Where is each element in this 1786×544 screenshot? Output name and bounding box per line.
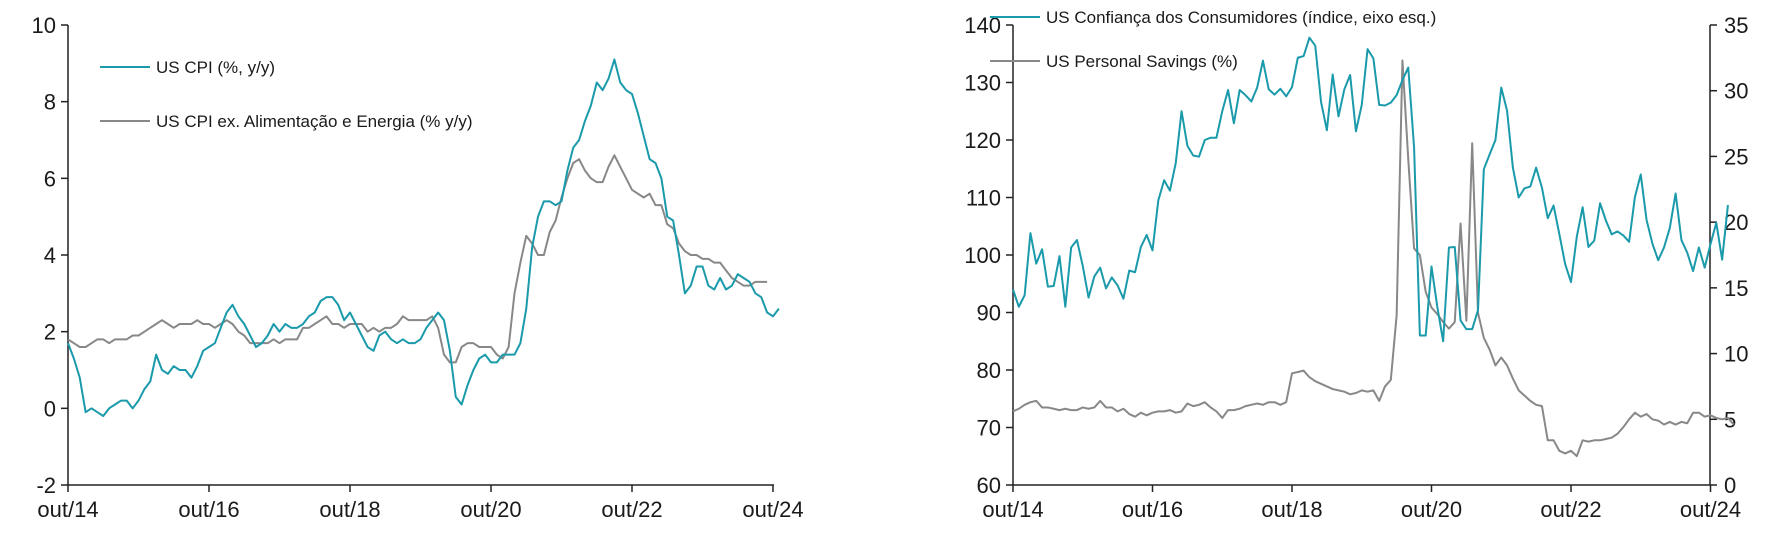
x-tick-label: out/20 [460, 497, 521, 522]
left-y-tick-label: 130 [964, 71, 1001, 96]
left-y-tick-label: 80 [977, 358, 1001, 383]
right-y-tick-label: 15 [1724, 276, 1748, 301]
left-y-tick-label: 8 [44, 90, 56, 115]
right-y-tick-label: 20 [1724, 210, 1748, 235]
left-y-tick-label: 4 [44, 243, 56, 268]
right-y-tick-label: 25 [1724, 144, 1748, 169]
series-line-us-cpi-ex-alimentacao-e-energia-y-y [67, 154, 768, 364]
legend-label-us-personal-savings: US Personal Savings (%) [1046, 52, 1238, 71]
legend-label-us-cpi-y-y: US CPI (%, y/y) [156, 58, 275, 77]
chart-confidence-savings: 6070809010011012013014005101520253035out… [964, 8, 1748, 522]
left-y-tick-label: 120 [964, 128, 1001, 153]
chart-cpi: -2 0 2 4 6 8 10 out/14 out/16 out/18 out/20 out/22 o… [32, 13, 804, 522]
right-y-tick-label: 30 [1724, 79, 1748, 104]
x-tick-label: out/14 [982, 497, 1043, 522]
series-line-us-cpi-y-y [67, 58, 780, 417]
left-y-tick-label: 100 [964, 243, 1001, 268]
left-y-tick-label: 10 [32, 13, 56, 38]
right-y-tick-label: 10 [1724, 342, 1748, 367]
left-y-tick-label: 2 [44, 320, 56, 345]
right-y-tick-label: 35 [1724, 13, 1748, 38]
left-y-tick-label: 110 [966, 186, 1001, 211]
x-tick-label: out/22 [601, 497, 662, 522]
x-tick-label: out/22 [1540, 497, 1601, 522]
left-y-tick-label: 0 [44, 396, 56, 421]
left-y-tick-label: -2 [36, 473, 56, 498]
left-y-tick-label: 90 [977, 301, 1001, 326]
x-tick-label: out/16 [178, 497, 239, 522]
x-tick-label: out/18 [1261, 497, 1322, 522]
legend-label-us-cpi-ex-alimentacao-e-energia-y-y: US CPI ex. Alimentação e Energia (% y/y) [156, 112, 473, 131]
right-y-tick-label: 0 [1724, 473, 1736, 498]
left-y-tick-label: 60 [977, 473, 1001, 498]
series-line-us-confianca-dos-consumidores-indice-eixo-esq [1012, 36, 1729, 343]
legend-label-us-confianca-dos-consumidores-indice-eixo-esq: US Confiança dos Consumidores (índice, e… [1046, 8, 1436, 27]
x-tick-label: out/20 [1401, 497, 1462, 522]
left-y-tick-label: 6 [44, 166, 56, 191]
x-tick-label: out/16 [1122, 497, 1183, 522]
x-tick-label: out/24 [742, 497, 803, 522]
x-tick-label: out/18 [319, 497, 380, 522]
x-tick-label: out/24 [1680, 497, 1741, 522]
series-line-us-personal-savings [1012, 59, 1735, 458]
left-y-tick-label: 70 [977, 416, 1001, 441]
x-tick-label: out/14 [37, 497, 98, 522]
